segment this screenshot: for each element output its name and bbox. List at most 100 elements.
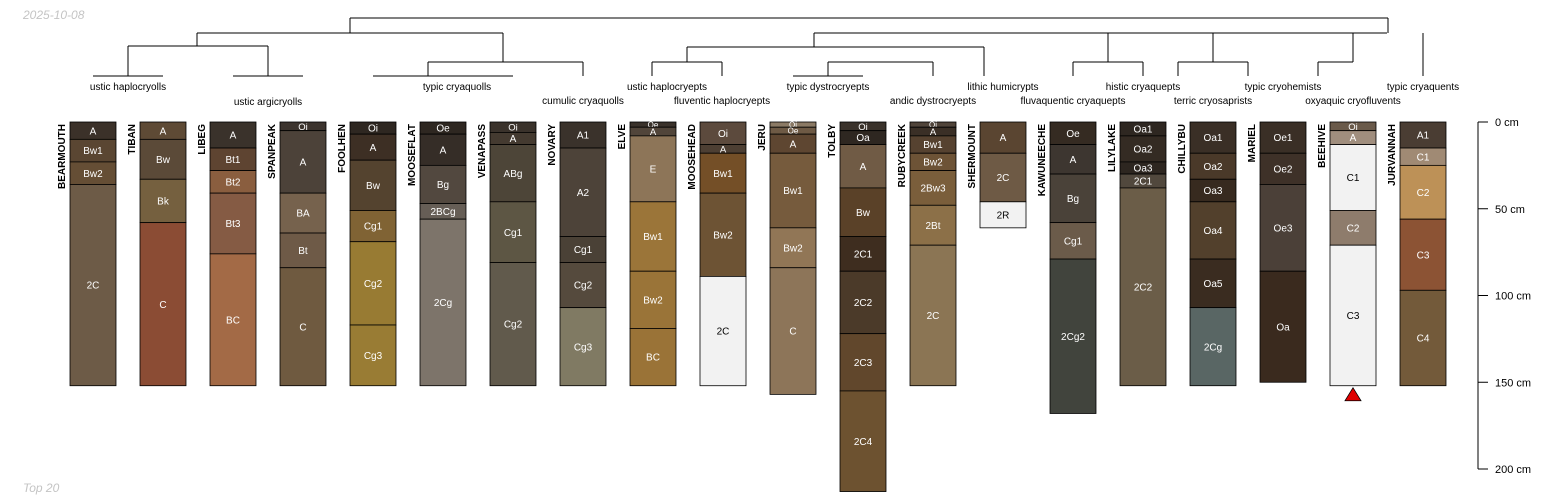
profile-elve: OeA E Bw1 Bw2 BC ELVE [617,120,677,387]
horizon-label: Bw2 [83,169,103,180]
horizon-label: 2Cg2 [1061,332,1085,343]
horizon-label: 2C2 [854,298,873,309]
profile-bearmouth: A Bw1 Bw2 2C BEARMOUTH [57,121,117,387]
horizon-label: C1 [1417,152,1430,163]
horizon-label: Cg1 [574,245,593,256]
horizon-label: Oa2 [1134,144,1153,155]
horizon-spanpeak-2 [279,192,327,234]
horizon-bearmouth-3 [69,184,117,387]
horizon-label: Bw1 [83,146,103,157]
horizon-label: Cg2 [504,320,523,331]
horizon-label: A [440,145,447,156]
horizon-foolhen-4 [349,241,397,326]
horizon-label: Bw1 [643,232,663,243]
horizon-label: A [370,143,377,154]
horizon-label: 2Bw3 [920,184,945,195]
horizon-tolby-4 [839,236,887,272]
horizon-label: 2R [997,210,1010,221]
horizon-mooseflat-4 [419,218,467,387]
profile-name: MARIEL [1247,124,1258,162]
footer-caption: Top 20 [23,481,60,495]
horizon-label: Bw [856,208,871,219]
horizon-label: 2C1 [1134,177,1153,188]
axis-tick-label: 0 cm [1495,117,1519,129]
profile-name: TIBAN [127,124,138,155]
taxon-label: terric cryosaprists [1174,96,1252,107]
horizon-foolhen-2 [349,159,397,211]
horizon-label: Cg1 [1064,236,1083,247]
horizon-foolhen-3 [349,210,397,243]
horizon-label: A [230,131,237,142]
horizon-chillybu-1 [1189,152,1237,180]
horizon-label: 2C2 [1134,282,1153,293]
horizon-label: Bt1 [225,155,240,166]
horizon-label: Bk [157,197,170,208]
horizon-label: Cg3 [364,351,383,362]
horizon-label: Oa3 [1204,186,1223,197]
horizon-spanpeak-4 [279,267,327,387]
dendrogram [93,17,1424,77]
taxon-label: ustic haplocryolls [90,82,166,93]
profile-chillybu: Oa1 Oa2 Oa3 Oa4 Oa5 2Cg CHILLYBU [1177,121,1237,387]
soil-profiles: A Bw1 Bw2 2C BEARMOUTH A Bw Bk C TIBAN A Bt1 Bt2 Bt3 B… [57,120,1447,492]
horizon-label: Oa1 [1204,133,1223,144]
profile-beehive: OiA C1 C2 C3 BEEHIVE [1317,121,1377,402]
profile-name: MOOSEHEAD [687,124,698,190]
horizon-label: Oa4 [1204,226,1223,237]
horizon-label: C2 [1347,223,1360,234]
horizon-venapass-4 [489,262,537,387]
axis-tick-label: 50 cm [1495,204,1525,216]
taxon-label: typic cryaquolls [423,82,491,93]
profile-name: CHILLYBU [1177,124,1188,174]
taxon-label: lithic humicrypts [967,82,1038,93]
horizon-label: 2C [717,327,730,338]
horizon-tolby-5 [839,270,887,335]
taxon-label: fluventic haplocryepts [674,96,770,107]
horizon-libeg-0 [209,121,257,149]
horizon-label: Oi [789,120,797,129]
horizon-tiban-2 [139,178,187,224]
horizon-label: Bw1 [713,169,733,180]
horizon-tolby-2 [839,144,887,189]
horizon-label: BC [646,353,660,364]
horizon-jeru-3 [769,152,817,229]
horizon-label: Bg [437,180,449,191]
horizon-label: 2C1 [854,249,873,260]
horizon-label: Bw1 [923,140,943,151]
horizon-elve-4 [629,270,677,329]
horizon-label: Oi [718,129,728,140]
axis-tick-label: 200 cm [1495,464,1531,476]
horizon-label: Oe1 [1274,133,1293,144]
date-label: 2025-10-08 [23,8,85,22]
horizon-label: Bw1 [783,186,803,197]
profile-venapass: OiA ABg Cg1 Cg2 VENAPASS [477,121,537,387]
horizon-jurvannah-4 [1399,289,1447,387]
horizon-label: 2C [87,281,100,292]
horizon-kawuneeche-2 [1049,173,1097,224]
horizon-jeru-5 [769,267,817,395]
taxon-label: typic dystrocryepts [787,82,870,93]
horizon-label: Cg2 [574,281,593,292]
profile-name: KAWUNEECHE [1037,124,1048,197]
horizon-venapass-3 [489,201,537,263]
horizon-label: Cg1 [504,228,523,239]
profile-name: JERU [757,124,768,151]
horizon-spanpeak-3 [279,232,327,269]
horizon-label: A [300,158,307,169]
horizon-label: Oa1 [1134,125,1153,136]
bottom-marker-triangle [1344,386,1362,402]
horizon-rubycreek-4 [909,170,957,206]
horizon-label: A [510,134,517,145]
profile-rubycreek: OiA Bw1 Bw2 2Bw3 2Bt 2C RUBYCREEK [897,120,957,387]
horizon-jurvannah-0 [1399,121,1447,149]
profile-mariel: Oe1 Oe2 Oe3 Oa MARIEL [1247,121,1307,383]
horizon-label: Cg2 [364,279,383,290]
horizon-kawuneeche-3 [1049,222,1097,260]
horizon-shermount-1 [979,152,1027,203]
horizon-label: C2 [1417,188,1430,199]
taxon-label: typic cryohemists [1245,82,1322,93]
profile-moosehead: Oi A Bw1 Bw2 2C MOOSEHEAD [687,121,747,387]
horizon-libeg-4 [209,253,257,387]
horizon-label: C4 [1417,334,1430,345]
